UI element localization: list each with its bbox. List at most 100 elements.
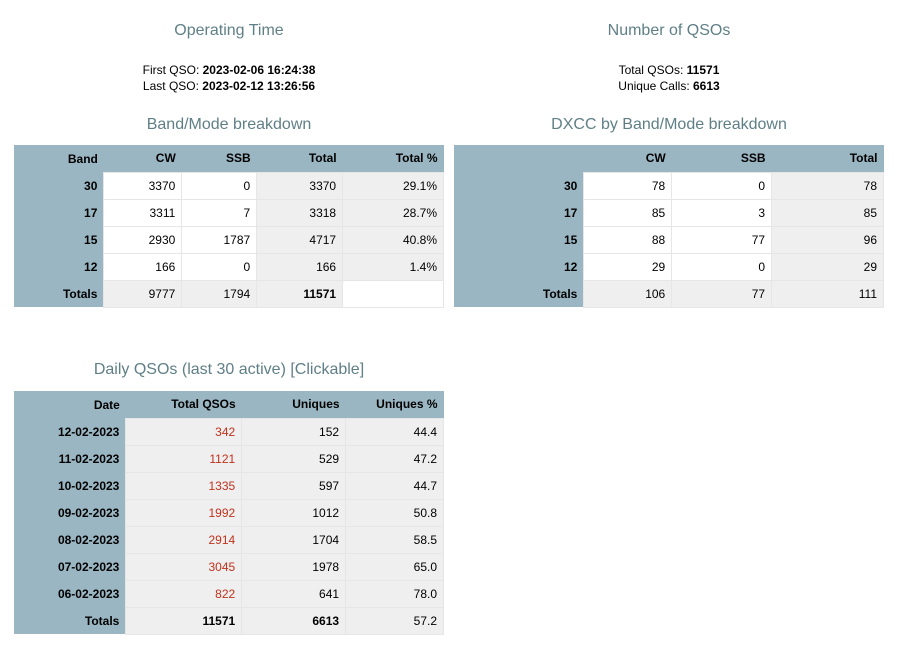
total-qsos-link[interactable]: 2914	[125, 525, 243, 554]
table-row: 07-02-2023 3045 1978 65.0	[14, 552, 444, 581]
pct-cell: 29.1%	[342, 171, 444, 200]
table-row: 15 2930 1787 4717 40.8%	[14, 225, 444, 254]
total-qsos-link[interactable]: 1335	[125, 471, 243, 500]
first-qso-value: 2023-02-06 16:24:38	[202, 63, 316, 77]
table-row: 12 29 0 29	[454, 252, 884, 281]
pct-cell: 40.8%	[342, 225, 444, 254]
table-header-row: Date Total QSOs Uniques Uniques %	[14, 391, 444, 418]
grand-total-cell: 111	[771, 279, 884, 308]
band-cell: 17	[14, 199, 104, 226]
table-row: 30 3370 0 3370 29.1%	[14, 171, 444, 200]
uniques-pct-cell: 65.0	[345, 552, 444, 581]
cw-cell: 2930	[103, 225, 183, 254]
ssb-cell: 0	[671, 171, 773, 200]
table-header-row: CW SSB Total	[454, 145, 884, 172]
ssb-total-cell: 77	[671, 279, 773, 308]
total-qsos-link[interactable]: 822	[125, 579, 243, 608]
total-qsos-link[interactable]: 1992	[125, 498, 243, 527]
total-cell: 78	[771, 171, 884, 200]
cw-cell: 85	[583, 198, 673, 227]
operating-time-title: Operating Time	[174, 22, 284, 39]
column-header: SSB	[181, 145, 257, 172]
band-cell: 30	[14, 172, 104, 199]
uniques-sum: 6613	[241, 606, 347, 635]
uniques-pct-cell: 44.4	[345, 417, 444, 446]
qso-count-title: Number of QSOs	[607, 22, 731, 39]
table-row: 17 85 3 85	[454, 198, 884, 227]
column-header: Date	[14, 391, 126, 418]
qso-count-info: Total QSOs: 11571 Unique Calls: 6613	[454, 62, 884, 94]
band-cell: 15	[454, 226, 584, 253]
total-qsos-link[interactable]: 1121	[125, 444, 243, 473]
band-cell: 15	[14, 226, 104, 253]
column-header: Uniques %	[345, 391, 444, 418]
totals-row: Totals 9777 1794 11571	[14, 279, 444, 308]
cw-total-cell: 106	[583, 279, 673, 308]
uniques-pct-cell: 44.7	[345, 471, 444, 500]
uniques-cell: 597	[241, 471, 347, 500]
table-row: 10-02-2023 1335 597 44.7	[14, 471, 444, 500]
unique-calls-label: Unique Calls:	[618, 79, 690, 93]
unique-calls-line: Unique Calls: 6613	[454, 78, 884, 94]
cw-cell: 78	[583, 171, 673, 200]
total-qsos-value: 11571	[686, 63, 720, 77]
table-row: 12 166 0 166 1.4%	[14, 252, 444, 281]
total-cell: 4717	[256, 225, 344, 254]
cw-total-cell: 9777	[103, 279, 183, 308]
table-row: 06-02-2023 822 641 78.0	[14, 579, 444, 608]
band-cell: 30	[454, 172, 584, 199]
table-row: 09-02-2023 1992 1012 50.8	[14, 498, 444, 527]
table-row: 11-02-2023 1121 529 47.2	[14, 444, 444, 473]
daily-qsos-title: Daily QSOs (last 30 active) [Clickable]	[93, 361, 365, 378]
cw-cell: 3370	[103, 171, 183, 200]
cw-cell: 3311	[103, 198, 183, 227]
cw-cell: 88	[583, 225, 673, 254]
table-header-row: Band CW SSB Total Total %	[14, 145, 444, 172]
ssb-cell: 77	[671, 225, 773, 254]
uniques-cell: 1978	[241, 552, 347, 581]
cw-cell: 166	[103, 252, 183, 281]
band-cell: 17	[454, 199, 584, 226]
totals-row: Totals 11571 6613 57.2	[14, 606, 444, 635]
ssb-cell: 0	[671, 252, 773, 281]
date-cell: 06-02-2023	[14, 580, 126, 607]
uniques-cell: 529	[241, 444, 347, 473]
band-mode-title: Band/Mode breakdown	[146, 116, 312, 133]
table-row: 08-02-2023 2914 1704 58.5	[14, 525, 444, 554]
uniques-pct-avg: 57.2	[345, 606, 444, 635]
dxcc-title: DXCC by Band/Mode breakdown	[551, 116, 787, 133]
pct-total-cell	[342, 279, 444, 308]
operating-time-info: First QSO: 2023-02-06 16:24:38 Last QSO:…	[14, 62, 444, 94]
table-row: 30 78 0 78	[454, 171, 884, 200]
cw-cell: 29	[583, 252, 673, 281]
column-header: Total QSOs	[125, 391, 242, 418]
uniques-pct-cell: 47.2	[345, 444, 444, 473]
total-qsos-link[interactable]: 3045	[125, 552, 243, 581]
column-header: CW	[103, 145, 182, 172]
date-cell: 07-02-2023	[14, 553, 126, 580]
column-header: SSB	[671, 145, 772, 172]
column-header: Uniques	[241, 391, 346, 418]
uniques-pct-cell: 50.8	[345, 498, 444, 527]
ssb-cell: 1787	[181, 225, 258, 254]
ssb-cell: 0	[181, 252, 258, 281]
pct-cell: 1.4%	[342, 252, 444, 281]
grand-total-cell: 11571	[256, 279, 344, 308]
date-cell: 10-02-2023	[14, 472, 126, 499]
band-cell: 12	[454, 253, 584, 280]
total-cell: 3370	[256, 171, 344, 200]
total-qsos-sum: 11571	[125, 606, 243, 635]
total-qsos-link[interactable]: 342	[125, 417, 243, 446]
band-mode-table: Band CW SSB Total Total % 30 3370 0 3370…	[14, 145, 444, 308]
first-qso-line: First QSO: 2023-02-06 16:24:38	[14, 62, 444, 78]
date-cell: 09-02-2023	[14, 499, 126, 526]
pct-cell: 28.7%	[342, 198, 444, 227]
uniques-cell: 1012	[241, 498, 347, 527]
total-cell: 3318	[256, 198, 344, 227]
totals-label: Totals	[454, 280, 584, 307]
ssb-cell: 7	[181, 198, 258, 227]
band-cell: 12	[14, 253, 104, 280]
ssb-total-cell: 1794	[181, 279, 258, 308]
date-cell: 12-02-2023	[14, 418, 126, 445]
last-qso-line: Last QSO: 2023-02-12 13:26:56	[14, 78, 444, 94]
